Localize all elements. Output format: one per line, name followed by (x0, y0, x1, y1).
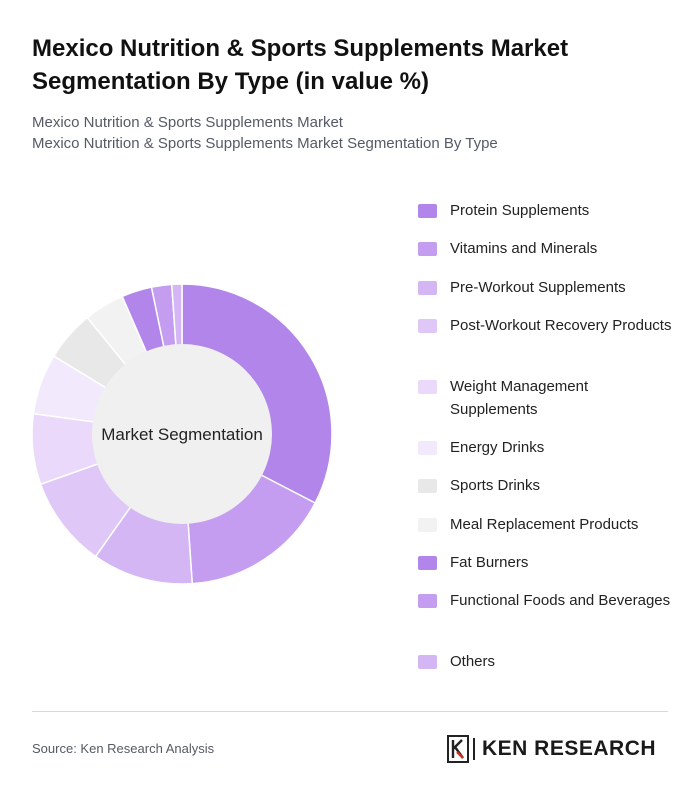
legend-swatch (418, 518, 437, 532)
legend-label: Weight Management Supplements (450, 378, 589, 418)
legend-label: Post-Workout Recovery Products (450, 317, 672, 334)
legend-label: Others (450, 653, 496, 670)
footer-divider (32, 711, 668, 712)
center-label: Market Segmentation (101, 425, 263, 444)
logo-text: KEN RESEARCH (482, 737, 657, 760)
legend-label: Sports Drinks (450, 477, 541, 494)
legend-swatch (418, 441, 437, 455)
legend-label: Energy Drinks (450, 439, 545, 456)
legend-label: Meal Replacement Products (450, 516, 639, 533)
chart-title: Mexico Nutrition & Sports Supplements Ma… (32, 35, 569, 95)
legend-swatch (418, 281, 437, 295)
legend-label: Functional Foods and Beverages (450, 592, 671, 609)
legend-swatch (418, 380, 437, 394)
subtitle-line-2: Mexico Nutrition & Sports Supplements Ma… (32, 135, 498, 152)
logo-mark-icon (447, 735, 469, 763)
legend-swatch (418, 556, 437, 570)
legend-swatch (418, 242, 437, 256)
legend-swatch (418, 479, 437, 493)
legend-label: Protein Supplements (450, 202, 590, 219)
source-note: Source: Ken Research Analysis (32, 741, 215, 756)
donut-hole (92, 344, 272, 524)
legend-swatch (418, 204, 437, 218)
legend-swatch (418, 655, 437, 669)
legend-swatch (418, 319, 437, 333)
subtitle-line-1: Mexico Nutrition & Sports Supplements Ma… (32, 114, 343, 131)
legend-swatch (418, 594, 437, 608)
legend-label: Vitamins and Minerals (450, 240, 598, 257)
legend-label: Pre-Workout Supplements (450, 279, 626, 296)
donut-chart: Market Segmentation (31, 283, 333, 585)
logo-separator (473, 738, 475, 760)
chart-subtitle: Mexico Nutrition & Sports Supplements Ma… (32, 112, 652, 154)
legend-label: Fat Burners (450, 554, 529, 571)
